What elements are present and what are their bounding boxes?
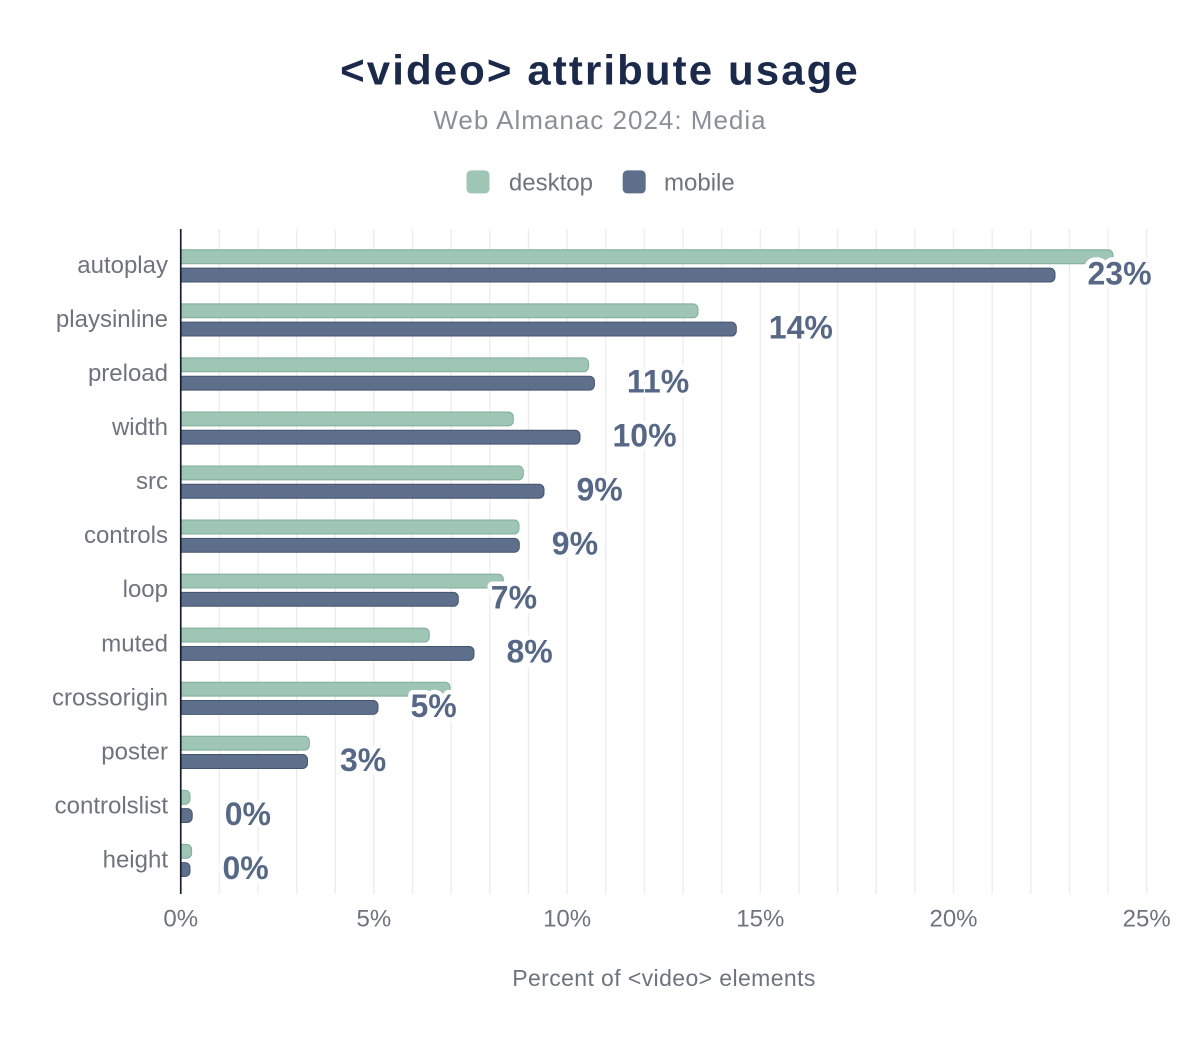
svg-text:width: width xyxy=(111,414,168,441)
svg-text:7%: 7% xyxy=(491,580,537,616)
svg-text:mobile: mobile xyxy=(664,170,735,197)
svg-text:8%: 8% xyxy=(507,634,553,670)
svg-text:3%: 3% xyxy=(340,742,386,778)
svg-text:14%: 14% xyxy=(769,309,833,345)
svg-text:5%: 5% xyxy=(411,688,457,724)
svg-text:0%: 0% xyxy=(163,906,198,933)
svg-text:15%: 15% xyxy=(736,906,784,933)
svg-text:controls: controls xyxy=(84,522,168,549)
svg-text:25%: 25% xyxy=(1123,906,1171,933)
svg-text:5%: 5% xyxy=(357,906,392,933)
svg-text:loop: loop xyxy=(123,576,168,603)
svg-text:<video> attribute usage: <video> attribute usage xyxy=(340,47,860,94)
svg-text:autoplay: autoplay xyxy=(77,252,168,279)
svg-text:controlslist: controlslist xyxy=(55,792,169,819)
svg-text:9%: 9% xyxy=(577,472,623,508)
svg-text:Web Almanac 2024: Media: Web Almanac 2024: Media xyxy=(433,105,766,135)
svg-text:preload: preload xyxy=(88,360,168,387)
svg-text:playsinline: playsinline xyxy=(56,306,168,333)
svg-text:0%: 0% xyxy=(225,796,271,832)
svg-text:crossorigin: crossorigin xyxy=(52,684,168,711)
svg-text:src: src xyxy=(136,468,168,495)
svg-text:desktop: desktop xyxy=(509,170,593,197)
svg-text:10%: 10% xyxy=(613,418,677,454)
svg-text:11%: 11% xyxy=(627,363,689,399)
svg-text:muted: muted xyxy=(101,630,168,657)
svg-text:10%: 10% xyxy=(543,906,591,933)
svg-text:23%: 23% xyxy=(1088,255,1152,291)
svg-text:20%: 20% xyxy=(929,906,977,933)
svg-text:0%: 0% xyxy=(223,850,269,886)
svg-text:Percent of <video> elements: Percent of <video> elements xyxy=(512,965,816,991)
svg-text:height: height xyxy=(103,846,169,873)
svg-text:9%: 9% xyxy=(552,526,598,562)
svg-text:poster: poster xyxy=(101,738,168,765)
